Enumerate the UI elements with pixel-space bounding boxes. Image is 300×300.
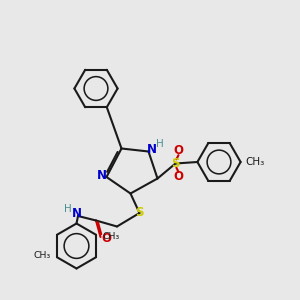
- Text: CH₃: CH₃: [103, 232, 120, 241]
- Text: S: S: [135, 206, 144, 220]
- Text: H: H: [156, 139, 164, 149]
- Text: CH₃: CH₃: [33, 251, 50, 260]
- Text: N: N: [97, 169, 107, 182]
- Text: CH₃: CH₃: [245, 157, 264, 167]
- Text: O: O: [101, 232, 111, 245]
- Text: N: N: [71, 207, 82, 220]
- Text: H: H: [64, 204, 71, 214]
- Text: O: O: [173, 169, 184, 183]
- Text: N: N: [147, 142, 157, 156]
- Text: S: S: [171, 157, 180, 170]
- Text: O: O: [173, 144, 184, 158]
